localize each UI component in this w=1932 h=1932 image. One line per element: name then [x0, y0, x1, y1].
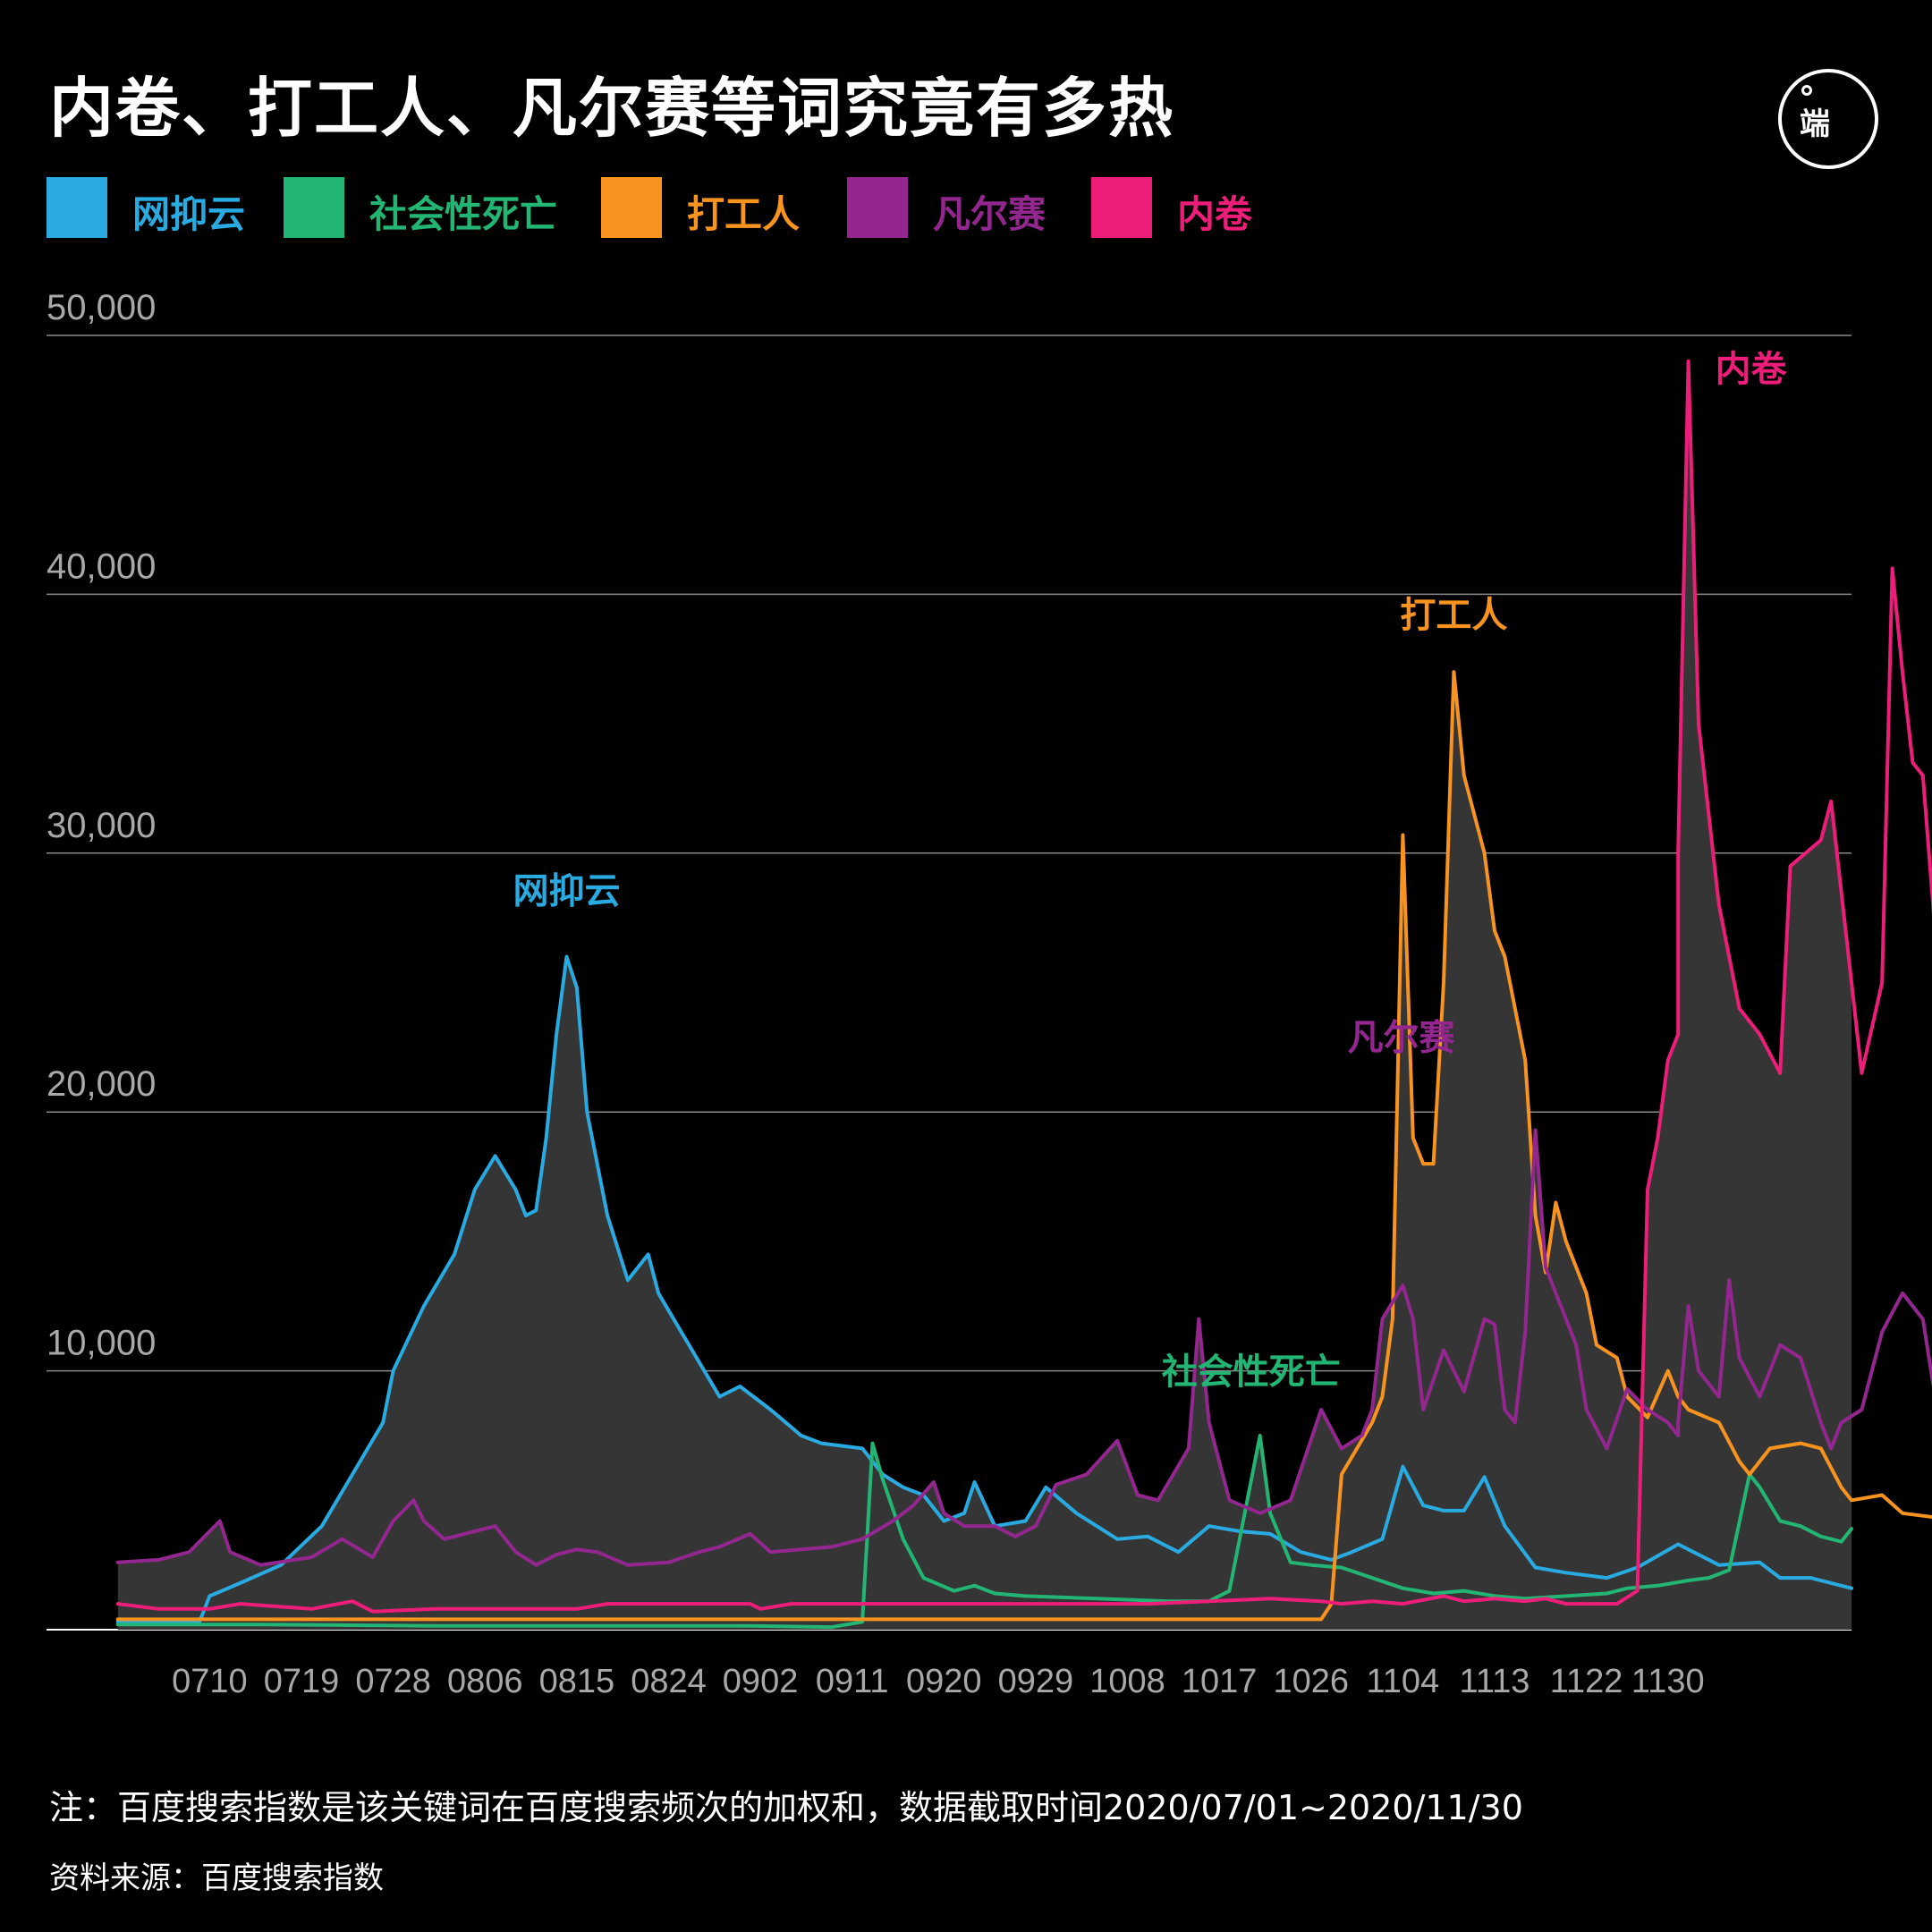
legend-swatch [47, 177, 107, 238]
x-tick-label: 0728 [355, 1663, 431, 1699]
x-tick-label: 1130 [1631, 1663, 1705, 1699]
area-layer [117, 360, 1852, 1630]
source-note: 资料来源：百度搜索指数 [49, 1860, 384, 1896]
line-layer [115, 359, 1932, 1630]
legend-label: 打工人 [687, 192, 801, 236]
x-tick-label: 1113 [1460, 1663, 1530, 1699]
footnote: 注：百度搜索指数是该关键词在百度搜索频次的加权和，数据截取时间2020/07/0… [49, 1788, 1523, 1827]
logo-dot-icon [1801, 85, 1812, 96]
legend-swatch [284, 177, 344, 238]
envelope-area [117, 360, 1852, 1630]
legend-label: 网抑云 [132, 192, 246, 236]
series-annotation: 网抑云 [513, 871, 620, 912]
x-tick-label: 0929 [998, 1663, 1074, 1699]
series-line [115, 359, 1932, 1614]
legend-label: 凡尔赛 [933, 192, 1046, 236]
x-tick-label: 0719 [264, 1663, 340, 1699]
x-tick-label: 0902 [723, 1663, 799, 1699]
series-annotation: 社会性死亡 [1162, 1352, 1341, 1393]
series-annotation: 打工人 [1400, 595, 1507, 636]
x-tick-label: 1026 [1273, 1663, 1349, 1699]
series-annotation: 凡尔赛 [1348, 1017, 1456, 1058]
y-tick-label: 40,000 [47, 547, 156, 586]
legend-swatch [847, 177, 908, 238]
x-tick-label: 0911 [816, 1663, 889, 1699]
brand-logo: 端 [1778, 69, 1878, 169]
x-tick-label: 0824 [631, 1663, 707, 1699]
axis-layer: 10,000 20,000 30,000 40,000 50,000 0710 0719 07… [47, 288, 1705, 1699]
y-tick-label: 30,000 [47, 806, 156, 845]
x-tick-label: 0806 [447, 1663, 523, 1699]
series-line [115, 670, 1932, 1622]
legend-label: 内卷 [1177, 192, 1253, 236]
series-annotation: 内卷 [1716, 349, 1788, 390]
series-line [115, 1434, 1853, 1630]
series-line [115, 1128, 1932, 1567]
x-tick-label: 1104 [1366, 1663, 1439, 1699]
legend-label: 社会性死亡 [369, 192, 558, 236]
x-tick-label: 1122 [1550, 1663, 1623, 1699]
x-tick-label: 0920 [906, 1663, 982, 1699]
x-tick-label: 0815 [539, 1663, 615, 1699]
x-tick-label: 1008 [1089, 1663, 1165, 1699]
y-tick-label: 50,000 [47, 288, 156, 327]
x-tick-label: 0710 [172, 1663, 248, 1699]
series-line [115, 954, 1853, 1624]
logo-text: 端 [1800, 106, 1830, 142]
y-tick-label: 20,000 [47, 1064, 156, 1104]
x-tick-label: 1017 [1182, 1663, 1258, 1699]
legend-swatch [601, 177, 662, 238]
chart-title: 内卷、打工人、凡尔赛等词究竟有多热 [49, 71, 1175, 146]
y-tick-label: 10,000 [47, 1324, 156, 1363]
legend-swatch [1091, 177, 1152, 238]
